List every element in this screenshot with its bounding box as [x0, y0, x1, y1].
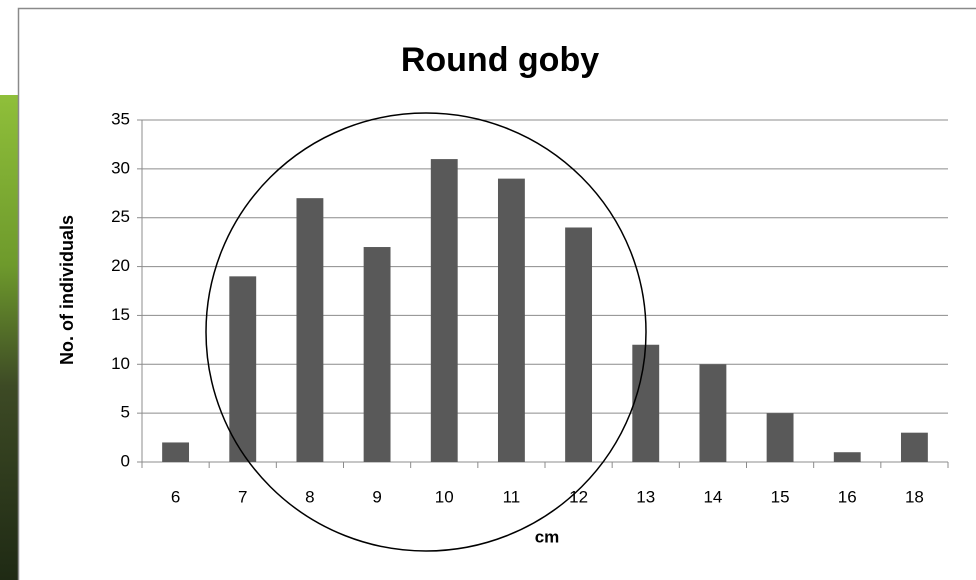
bar	[497, 178, 525, 462]
y-axis-title: No. of individuals	[57, 215, 77, 365]
x-tick-label: 14	[703, 487, 722, 506]
x-tick-label: 9	[372, 487, 381, 506]
bar	[296, 198, 324, 462]
bar	[900, 432, 928, 462]
chart-frame	[17, 7, 976, 580]
y-tick-label: 5	[121, 403, 130, 422]
bar	[833, 452, 861, 462]
bar	[766, 413, 794, 462]
y-tick-label: 15	[111, 305, 130, 324]
y-tick-label: 10	[111, 354, 130, 373]
y-tick-label: 30	[111, 158, 130, 177]
bar	[565, 227, 593, 462]
chart-title: Round goby	[401, 41, 599, 79]
plot-area: 0 5 10 15 20 25 30 35 6 7 8 9 10 11 12 13 14 15 16 18	[111, 109, 949, 506]
x-tick-label: 6	[171, 487, 180, 506]
x-tick-label: 12	[569, 487, 588, 506]
x-tick-label: 13	[636, 487, 655, 506]
bar	[699, 364, 727, 462]
bar	[229, 276, 257, 462]
y-tick-label: 20	[111, 256, 130, 275]
x-tick-label: 15	[771, 487, 790, 506]
x-tick-label: 11	[503, 487, 521, 506]
bar	[430, 159, 458, 463]
x-tick-label: 18	[905, 487, 924, 506]
x-tick-label: 16	[838, 487, 857, 506]
x-axis-title: cm	[535, 527, 560, 546]
background-photo	[0, 95, 20, 580]
x-tick-label: 7	[238, 487, 247, 506]
x-tick-label: 8	[305, 487, 314, 506]
y-tick-label: 25	[111, 207, 130, 226]
highlight-circle	[205, 112, 647, 552]
y-tick-label: 35	[111, 109, 130, 128]
y-tick-label: 0	[121, 451, 130, 470]
bar	[162, 442, 190, 462]
bar	[363, 247, 391, 462]
bar	[632, 344, 660, 462]
x-tick-label: 10	[435, 487, 454, 506]
